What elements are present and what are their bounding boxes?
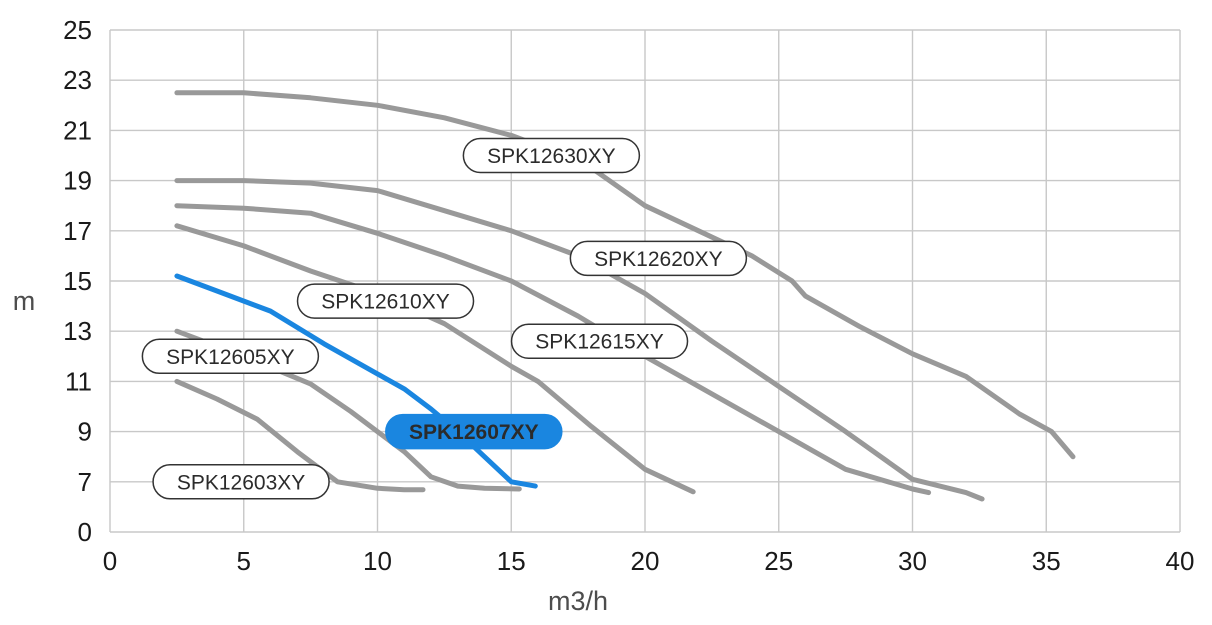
curve-spk12610xy: [174, 223, 696, 495]
x-tick-label: 15: [497, 546, 526, 576]
y-tick-label: 0: [78, 517, 92, 547]
curve-label-text: SPK12615XY: [535, 331, 663, 354]
curve-label-box: [152, 464, 330, 500]
curve-label-spk12610xy: SPK12610XY: [296, 283, 475, 319]
curve-labels: SPK12630XY SPK12620XY SPK12610XY SPK12615XY…: [141, 137, 748, 500]
y-tick-label: 17: [63, 216, 92, 246]
curve-spk12615xy: [174, 203, 932, 496]
y-tick-label: 9: [78, 417, 92, 447]
curve-label-text: SPK12605XY: [166, 346, 294, 369]
curve-label-spk12603xy: SPK12603XY: [152, 464, 330, 500]
curve-label-text: SPK12607XY: [409, 421, 539, 444]
x-tick-label: 20: [631, 546, 660, 576]
tick-labels: 0 5 10 15 20 25 30 35 40 0 7 9 11 13 15 17 19 21 23 25: [63, 15, 1194, 576]
x-tick-label: 25: [764, 546, 793, 576]
curve-label-text: SPK12620XY: [594, 248, 722, 271]
x-tick-label: 5: [237, 546, 251, 576]
y-tick-label: 23: [63, 65, 92, 95]
curve-label-text: SPK12630XY: [487, 145, 615, 168]
curve-label-spk12615xy: SPK12615XY: [510, 323, 689, 359]
y-tick-label: 15: [63, 266, 92, 296]
y-tick-label: 21: [63, 115, 92, 145]
x-tick-label: 10: [363, 546, 392, 576]
curve-spk12607xy: [174, 273, 538, 489]
curve-label-box: [569, 240, 748, 277]
x-tick-label: 30: [898, 546, 927, 576]
x-tick-label: 0: [103, 546, 117, 576]
curve-label-spk12630xy: SPK12630XY: [462, 137, 641, 174]
curve-spk12630xy: [174, 90, 1076, 460]
curve-label-spk12607xy: SPK12607XY: [385, 413, 563, 450]
curve-label-box: [141, 338, 320, 375]
curve-label-box: [510, 323, 689, 359]
y-tick-label: 25: [63, 15, 92, 45]
x-tick-label: 40: [1166, 546, 1195, 576]
x-axis-title: m3/h: [548, 586, 608, 616]
curve-label-text: SPK12603XY: [177, 471, 305, 494]
curve-label-spk12605xy: SPK12605XY: [141, 338, 320, 375]
x-tick-label: 35: [1032, 546, 1061, 576]
curve-label-spk12620xy: SPK12620XY: [569, 240, 748, 277]
y-tick-label: 11: [65, 366, 92, 396]
curve-label-text: SPK12610XY: [321, 291, 449, 314]
y-axis-title: m: [13, 286, 36, 316]
y-tick-label: 13: [63, 316, 92, 346]
curve-label-box: [296, 283, 475, 319]
y-tick-label: 7: [78, 467, 92, 497]
curve-label-box: [385, 413, 563, 450]
y-tick-label: 19: [63, 166, 92, 196]
grid: [109, 29, 1181, 533]
curve-label-box: [462, 137, 641, 174]
